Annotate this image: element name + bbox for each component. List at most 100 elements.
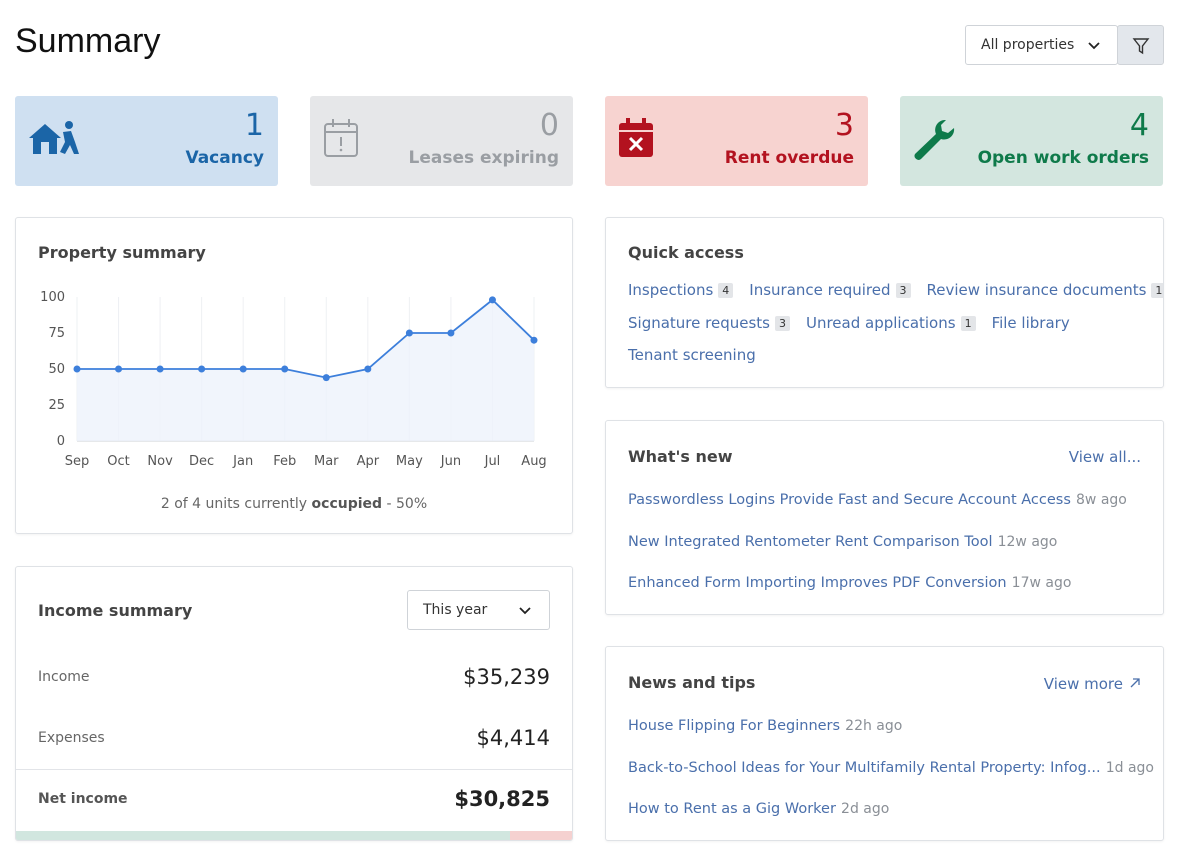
point — [447, 329, 455, 337]
work-orders-card[interactable]: 4 Open work orders — [900, 96, 1163, 186]
external-icon — [1130, 678, 1140, 688]
list-item: Passwordless Logins Provide Fast and Sec… — [628, 489, 1127, 508]
property-select[interactable]: All properties — [965, 25, 1118, 65]
count-badge: 1 — [960, 315, 976, 331]
point — [73, 365, 81, 373]
expenses-row: Expenses $4,414 — [38, 726, 550, 756]
item-title[interactable]: Back-to-School Ideas for Your Multifamil… — [628, 759, 1101, 776]
line — [77, 298, 535, 379]
quick-link[interactable]: Unread applications 1 — [806, 313, 976, 332]
caption-text: 2 of 4 units currently — [160, 496, 308, 512]
expense-segment — [510, 831, 572, 840]
chart: 0 25 50 75 100 Sep Oct Nov Dec Jan Feb Mar Apr May Jun… — [40, 290, 547, 469]
quick-link[interactable]: Tenant screening — [628, 345, 756, 364]
rent-overdue-card[interactable]: 3 Rent overdue — [605, 96, 868, 186]
income-summary-panel: Income summary This year Income $35,239 … — [15, 566, 573, 841]
row-label: Net income — [38, 791, 128, 807]
filter-icon — [1132, 38, 1150, 55]
row-amount: $4,414 — [476, 726, 550, 750]
quick-link[interactable]: Signature requests 3 — [628, 313, 790, 332]
item-title[interactable]: New Integrated Rentometer Rent Compariso… — [628, 533, 993, 550]
income-row: Income $35,239 — [38, 665, 550, 695]
x-tick-label: Jan — [232, 454, 253, 469]
item-title[interactable]: House Flipping For Beginners — [628, 718, 841, 734]
x-tick-label: May — [396, 454, 423, 469]
list-item: How to Rent as a Gig Worker 2d ago — [628, 798, 889, 817]
row-amount: $35,239 — [463, 665, 550, 689]
quick-link[interactable]: Inspections 4 — [628, 280, 734, 299]
point — [488, 296, 496, 304]
stat-value: 0 — [539, 108, 559, 143]
point — [156, 365, 164, 373]
link-label: Inspections — [628, 281, 714, 299]
point — [405, 329, 413, 337]
panel-title: Income summary — [38, 601, 193, 620]
link-label: Review insurance documents — [926, 281, 1147, 299]
stat-value: 1 — [244, 108, 264, 143]
quick-link[interactable]: Review insurance documents 1 — [926, 280, 1163, 299]
list-item: Back-to-School Ideas for Your Multifamil… — [628, 757, 1154, 776]
occupancy-caption: 2 of 4 units currently occupied - 50% — [16, 496, 572, 512]
filter-button[interactable] — [1117, 25, 1164, 65]
vacancy-card[interactable]: 1 Vacancy — [15, 96, 278, 186]
view-all-link[interactable]: View all... — [1068, 448, 1141, 466]
leases-card[interactable]: 0 Leases expiring — [310, 96, 573, 186]
x-tick-label: Aug — [521, 454, 546, 469]
area — [77, 299, 534, 441]
item-age: 1d ago — [1105, 759, 1154, 776]
whats-new-panel: What's new View all... Passwordless Logi… — [605, 420, 1164, 615]
item-age: 8w ago — [1076, 492, 1127, 508]
item-age: 2d ago — [841, 801, 890, 817]
news-tips-panel: News and tips View more House Flipping F… — [605, 646, 1164, 841]
leases-icon — [324, 119, 358, 157]
net-income-row: Net income $30,825 — [38, 787, 550, 817]
link-label: Unread applications — [805, 313, 956, 332]
point — [281, 365, 289, 373]
count-badge: 1 — [1151, 283, 1163, 298]
chevron — [519, 607, 531, 615]
list-item: Enhanced Form Importing Improves PDF Con… — [628, 572, 1071, 591]
x-tick-label: Nov — [147, 454, 173, 469]
panel-title: News and tips — [628, 673, 756, 692]
panel-title: Property summary — [38, 243, 206, 262]
quick-link[interactable]: Insurance required 3 — [749, 280, 911, 299]
x-tick-label: Sep — [65, 454, 90, 469]
rent-overdue-icon — [619, 118, 653, 157]
period-select[interactable]: This year — [407, 590, 550, 630]
y-tick-label: 0 — [57, 434, 65, 449]
page-title: Summary — [15, 22, 161, 60]
panel-title: Quick access — [628, 243, 744, 262]
point — [115, 365, 123, 373]
link-label: Signature requests — [628, 313, 770, 332]
list-item: House Flipping For Beginners 22h ago — [628, 715, 902, 734]
view-more-link[interactable]: View more — [1043, 675, 1123, 693]
count-badge: 3 — [895, 283, 911, 298]
item-title[interactable]: Enhanced Form Importing Improves PDF Con… — [628, 575, 1007, 591]
period-select-label: This year — [423, 602, 488, 618]
x-tick-label: Oct — [107, 454, 129, 469]
stat-label: Rent overdue — [724, 148, 854, 168]
list-item: New Integrated Rentometer Rent Compariso… — [628, 531, 1057, 550]
link-row: Signature requests 3 Unread applications 1 F… — [628, 313, 1070, 332]
y-tick-label: 25 — [48, 398, 65, 413]
caption-suffix: - 50% — [386, 496, 428, 512]
item-age: 22h ago — [845, 718, 903, 734]
item-age: 17w ago — [1011, 575, 1072, 591]
count-badge: 4 — [718, 283, 734, 298]
point — [530, 336, 538, 344]
property-select-label: All properties — [981, 37, 1075, 53]
item-title[interactable]: How to Rent as a Gig Worker — [628, 801, 836, 817]
link-label: Tenant screening — [628, 346, 756, 364]
point — [239, 365, 247, 373]
quick-link[interactable]: File library — [992, 313, 1070, 332]
caption-emphasis: occupied — [311, 496, 383, 512]
x-tick-label: Feb — [273, 454, 296, 469]
link-row: Inspections 4 Insurance required 3 Review in… — [628, 280, 1163, 299]
row-label: Expenses — [38, 730, 105, 746]
y-tick-label: 50 — [48, 362, 65, 377]
link-label: Insurance required — [749, 281, 891, 299]
property-summary-panel: Property summary 0 25 50 75 100 Sep Oct Nov Dec J… — [15, 217, 573, 534]
y-tick-label: 100 — [40, 290, 65, 305]
item-title[interactable]: Passwordless Logins Provide Fast and Sec… — [628, 492, 1071, 508]
